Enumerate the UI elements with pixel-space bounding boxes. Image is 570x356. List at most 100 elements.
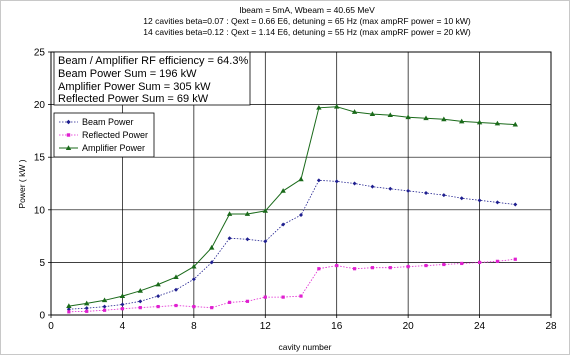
info-amplifier-sum: Amplifier Power Sum = 305 kW (58, 81, 211, 93)
data-point (334, 179, 339, 184)
data-point (441, 193, 446, 198)
data-point (263, 239, 268, 244)
data-point (477, 260, 482, 264)
data-point (369, 111, 376, 116)
y-tick-label: 10 (34, 205, 46, 216)
data-point (351, 109, 358, 114)
data-point (280, 188, 286, 193)
data-point (102, 308, 107, 312)
data-point (156, 304, 160, 309)
chart-title-line-3: 14 cavities beta=0.12 : Qext = 1.14 E6, … (143, 27, 471, 37)
x-axis-ticks: 0 4 8 12 16 20 24 28 (48, 315, 557, 332)
x-tick-label: 16 (331, 321, 343, 332)
data-point (174, 303, 178, 308)
legend: Beam Power Reflected Power Amplifier Pow… (53, 112, 155, 158)
data-point (388, 266, 392, 270)
y-axis-ticks: 0 5 10 15 20 25 (34, 48, 51, 322)
legend-label-beam: Beam Power (82, 117, 134, 127)
data-point (84, 300, 90, 306)
info-beam-sum: Beam Power Sum = 196 kW (58, 68, 197, 80)
info-box: Beam / Amplifier RF efficiency = 64.3% B… (53, 51, 251, 106)
y-tick-label: 15 (34, 153, 46, 164)
data-point (512, 121, 518, 127)
data-point (424, 190, 428, 195)
data-point (298, 176, 304, 182)
data-point (387, 112, 393, 118)
data-point (120, 302, 125, 307)
data-point (138, 299, 143, 304)
data-point (227, 236, 232, 241)
legend-marker-reflected (66, 133, 71, 137)
data-point (210, 306, 214, 310)
data-point (423, 115, 429, 121)
x-tick-label: 28 (545, 321, 557, 332)
legend-label-reflected: Reflected Power (82, 130, 148, 140)
data-point (263, 295, 267, 299)
data-point (102, 304, 107, 309)
data-point (442, 262, 446, 267)
data-point (334, 103, 340, 109)
series-line (68, 106, 516, 307)
x-tick-label: 0 (48, 321, 54, 332)
data-point (191, 277, 196, 282)
data-point (281, 222, 286, 227)
data-point (67, 310, 71, 314)
data-point (352, 267, 357, 271)
info-efficiency: Beam / Amplifier RF efficiency = 64.3% (58, 55, 248, 67)
data-point (155, 281, 161, 287)
data-point (513, 257, 517, 261)
data-point (459, 196, 464, 201)
data-point (424, 263, 428, 268)
data-point (120, 307, 125, 311)
data-point (494, 120, 501, 126)
data-point (281, 295, 285, 299)
data-point (316, 104, 322, 110)
y-tick-label: 0 (39, 311, 45, 322)
data-point (370, 184, 375, 189)
data-point (459, 118, 465, 124)
chart-title-line-2: 12 cavities beta=0.07 : Qext = 0.66 E6, … (143, 16, 471, 26)
data-point (460, 261, 464, 266)
x-tick-label: 12 (260, 321, 272, 332)
data-point (191, 263, 197, 269)
x-axis-label: cavity number (279, 342, 332, 352)
y-axis-label: Power ( kW ) (17, 159, 27, 208)
data-point (299, 294, 303, 298)
data-point (495, 200, 500, 205)
y-tick-label: 25 (34, 48, 46, 59)
data-point (352, 181, 357, 186)
data-point (477, 198, 482, 203)
series-line (68, 179, 516, 310)
data-point (84, 306, 89, 311)
data-point (66, 307, 71, 312)
series-amplifier-power (66, 103, 518, 308)
legend-marker-beam (66, 119, 71, 125)
data-point (335, 263, 339, 268)
data-point (174, 287, 178, 292)
x-tick-label: 24 (474, 321, 486, 332)
data-point (192, 304, 196, 309)
data-point (476, 119, 483, 125)
data-point (209, 244, 215, 250)
y-tick-label: 20 (34, 100, 46, 111)
data-point (156, 294, 161, 299)
data-point (227, 300, 232, 304)
x-tick-label: 20 (403, 321, 415, 332)
data-point (244, 211, 251, 216)
data-point (85, 309, 89, 313)
chart-title-line-1: Ibeam = 5mA, Wbeam = 40.65 MeV (239, 5, 375, 15)
x-tick-label: 8 (191, 321, 197, 332)
data-point (513, 202, 518, 207)
series-layer (66, 103, 518, 314)
y-tick-label: 5 (39, 258, 45, 269)
data-point (388, 186, 393, 191)
data-point (405, 114, 411, 120)
data-point (441, 116, 447, 122)
x-tick-label: 4 (120, 321, 126, 332)
data-point (370, 266, 375, 270)
data-point (138, 306, 142, 310)
data-point (316, 178, 321, 183)
data-point (137, 288, 143, 293)
series-reflected-power (67, 257, 517, 314)
